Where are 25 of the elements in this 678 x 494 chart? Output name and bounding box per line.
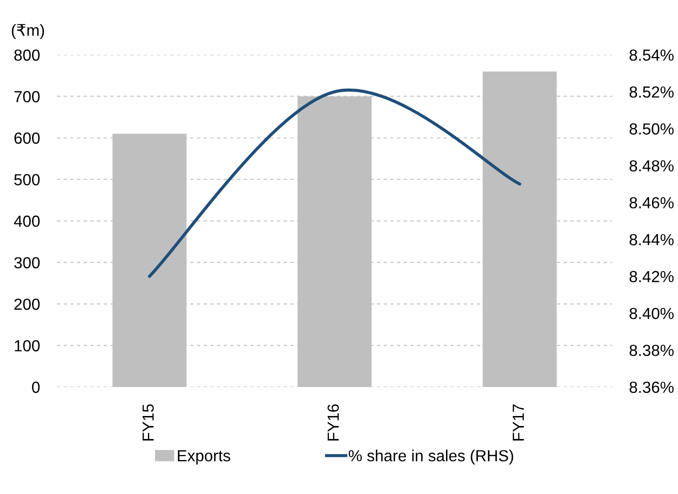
legend-label: % share in sales (RHS) [348,450,514,465]
y2-tick-label: 8.52% [630,86,674,98]
y-tick-label: 800 [14,49,40,61]
y-tick-label: 0 [32,382,40,393]
y2-tick-label: 8.44% [630,234,674,246]
y-tick-label: 100 [14,340,40,352]
y-axis-title: (₹m) [12,24,44,40]
x-tick-label: FY16 [328,404,339,441]
y-tick-label: 400 [14,216,40,227]
y2-tick-label: 8.36% [630,382,674,393]
y2-tick-label: 8.50% [630,123,674,135]
legend-label: Exports [178,450,230,465]
y-tick-label: 200 [14,298,40,310]
y-tick-label: 300 [14,257,40,268]
y2-tick-label: 8.46% [630,197,674,208]
y2-tick-label: 8.42% [630,270,674,282]
y2-tick-label: 8.54% [630,49,674,61]
y2-tick-label: 8.40% [630,308,674,320]
y-tick-label: 700 [14,90,40,102]
x-tick-label: FY15 [142,404,154,441]
y-tick-label: 500 [14,174,40,186]
x-tick-label: FY17 [512,404,524,441]
y2-tick-label: 8.48% [630,160,674,172]
y2-tick-label: 8.38% [630,344,674,356]
y-tick-label: 600 [14,132,40,144]
